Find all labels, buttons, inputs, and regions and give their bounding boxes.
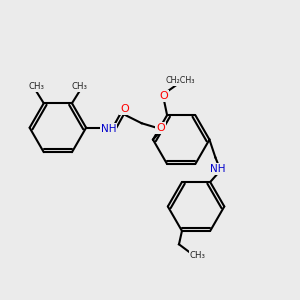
Text: CH₃: CH₃	[189, 251, 206, 260]
Text: O: O	[120, 104, 129, 114]
Text: NH: NH	[101, 124, 116, 134]
Text: NH: NH	[210, 164, 226, 174]
Text: CH₂CH₃: CH₂CH₃	[166, 76, 195, 85]
Text: CH₃: CH₃	[71, 82, 87, 91]
Text: O: O	[156, 123, 165, 133]
Text: CH₃: CH₃	[28, 82, 44, 91]
Text: O: O	[160, 91, 169, 101]
